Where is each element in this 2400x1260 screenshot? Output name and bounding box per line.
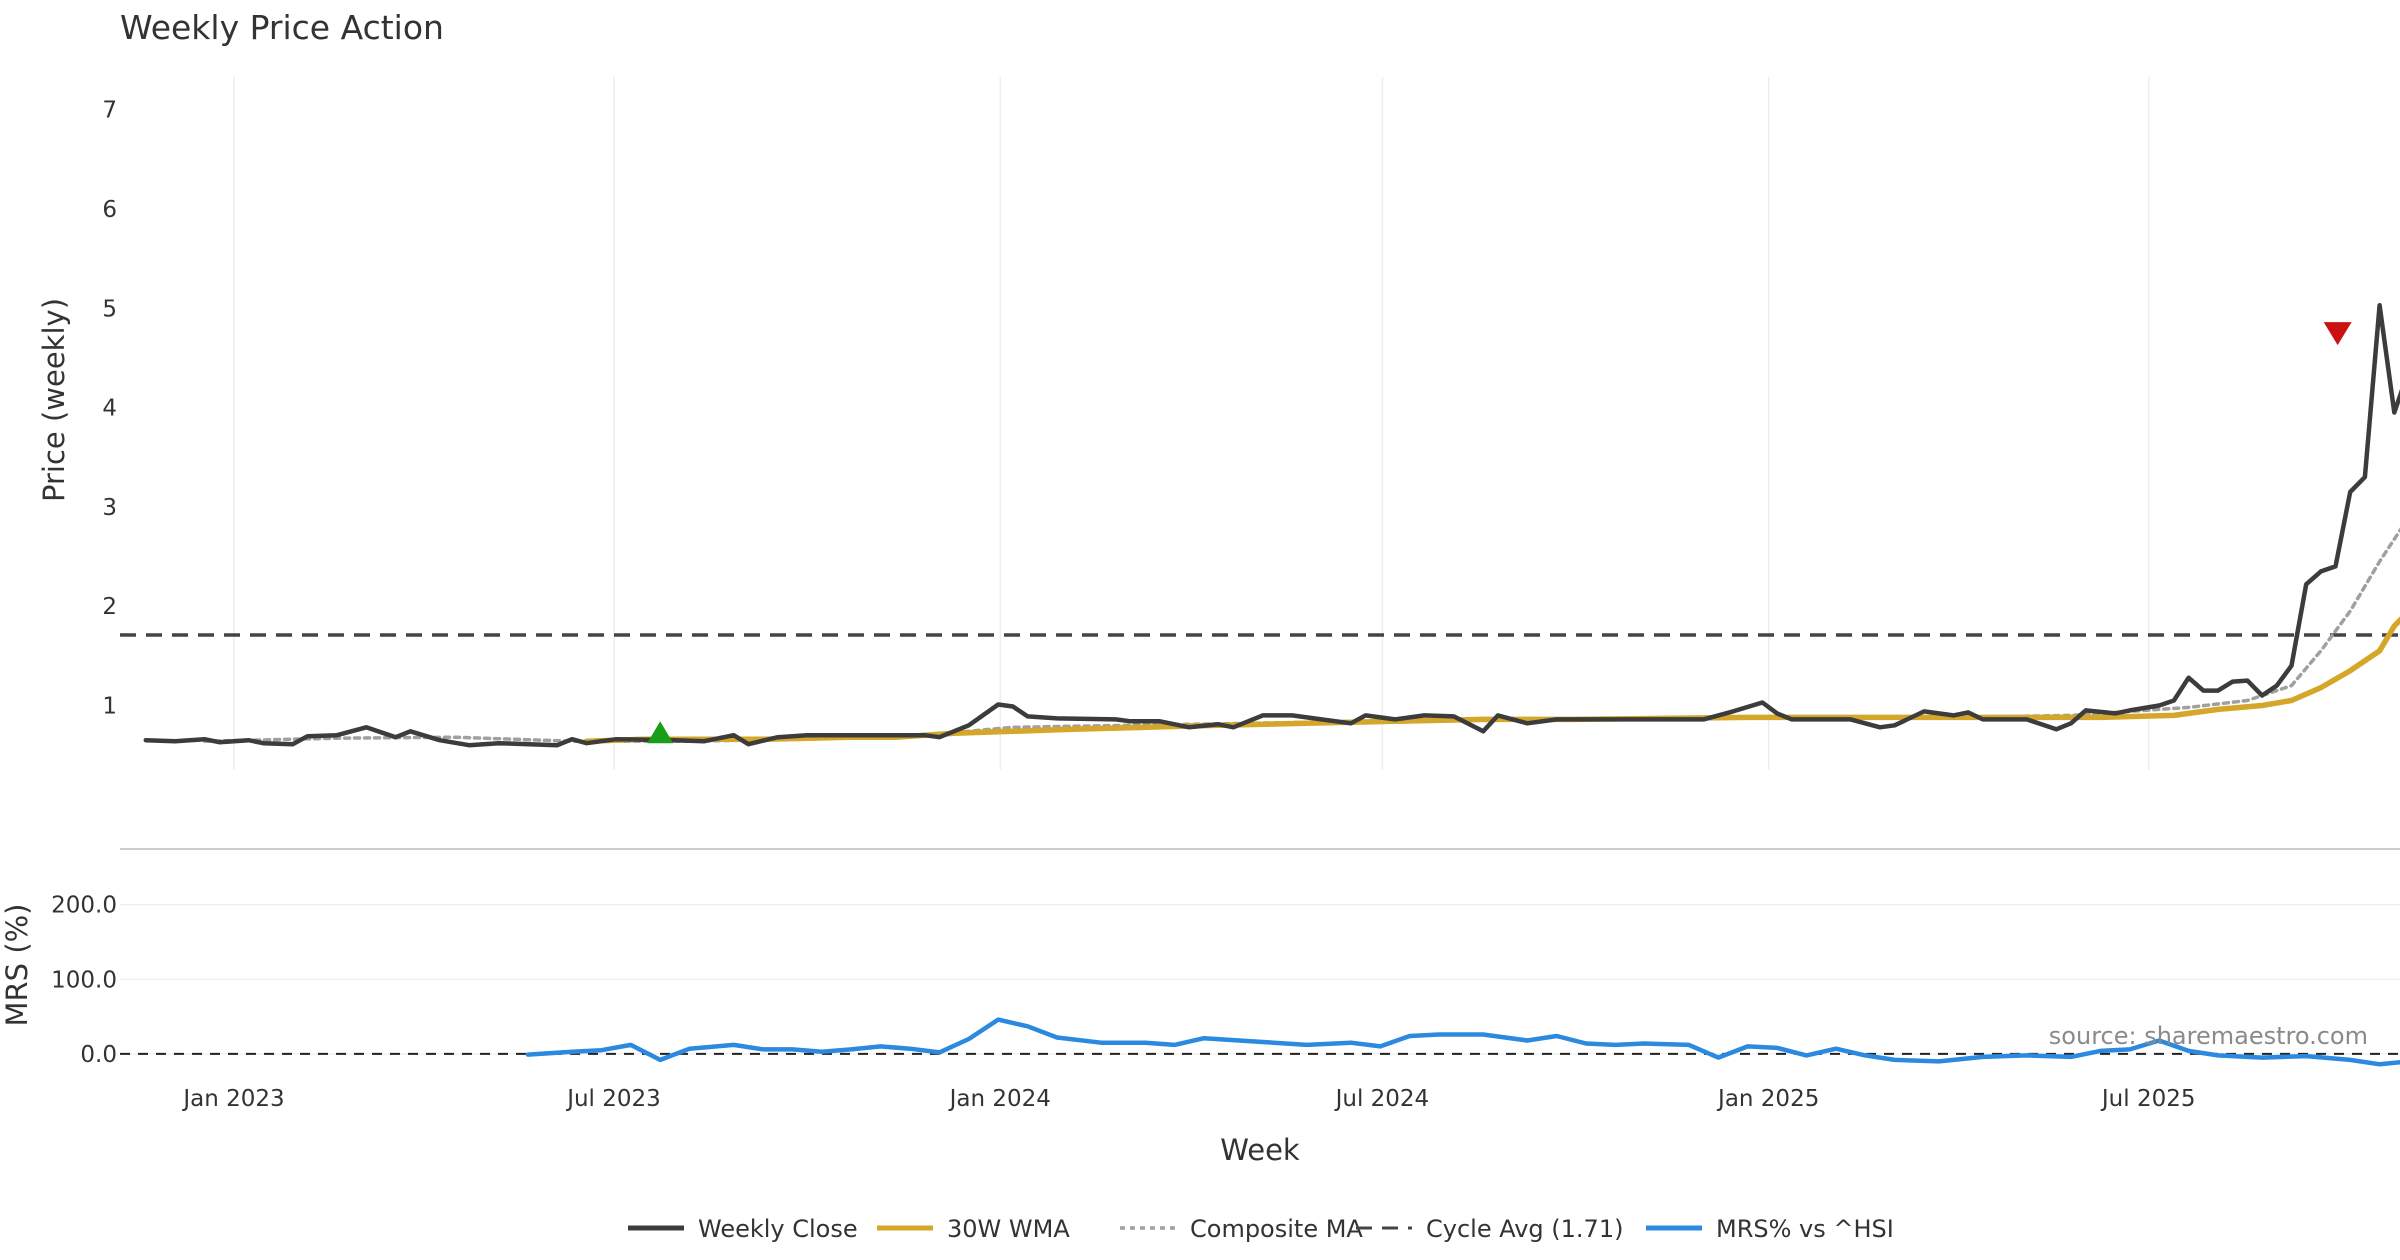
source-attribution: source: sharemaestro.com — [2049, 1022, 2368, 1050]
buy-signal-marker — [647, 721, 674, 744]
price-y-tick-label: 3 — [102, 495, 117, 521]
weekly-close-line — [143, 303, 2400, 748]
legend-item: Cycle Avg (1.71) — [1356, 1215, 1623, 1243]
price-y-tick-label: 4 — [102, 396, 117, 422]
legend-label: MRS% vs ^HSI — [1716, 1215, 1894, 1243]
mrs-y-tick-label: 200.0 — [51, 893, 117, 919]
price-y-tick-label: 2 — [102, 594, 117, 620]
x-tick-label: Jan 2024 — [948, 1086, 1051, 1112]
legend-label: 30W WMA — [947, 1215, 1070, 1243]
legend-item: MRS% vs ^HSI — [1646, 1215, 1894, 1243]
x-tick-label: Jul 2023 — [565, 1086, 661, 1112]
mrs-line — [525, 1017, 2400, 1067]
price-y-tick-label: 5 — [102, 296, 117, 322]
chart-title: Weekly Price Action — [120, 8, 444, 47]
price-y-tick-label: 1 — [102, 693, 117, 719]
chart-legend: Weekly Close 30W WMA Composite MA Cycle Avg… — [628, 1215, 1894, 1243]
legend-label: Weekly Close — [698, 1215, 858, 1243]
legend-label: Composite MA — [1190, 1215, 1363, 1243]
price-panel-gridlines — [233, 77, 2150, 770]
mrs-y-axis-label: MRS (%) — [0, 904, 34, 1027]
composite-ma-line — [202, 527, 2400, 743]
mrs-series — [525, 1017, 2400, 1067]
x-tick-label: Jul 2024 — [1334, 1086, 1430, 1112]
price-series — [143, 303, 2400, 748]
x-tick-label: Jan 2023 — [181, 1086, 284, 1112]
legend-label: Cycle Avg (1.71) — [1426, 1215, 1623, 1243]
price-y-tick-label: 7 — [102, 98, 117, 124]
sell-signal-marker — [2323, 322, 2352, 346]
x-axis-label: Week — [1220, 1133, 1300, 1167]
price-y-axis-label: Price (weekly) — [37, 298, 71, 502]
wma-30w-line — [583, 616, 2400, 744]
price-y-tick-labels: 1 2 3 4 5 6 7 — [102, 98, 117, 720]
x-tick-label: Jul 2025 — [2100, 1086, 2196, 1112]
mrs-y-tick-label: 100.0 — [51, 967, 117, 993]
mrs-y-tick-labels: 0.0 100.0 200.0 — [51, 893, 117, 1068]
price-y-tick-label: 6 — [102, 197, 117, 223]
legend-item: Composite MA — [1120, 1215, 1363, 1243]
x-tick-label: Jan 2025 — [1716, 1086, 1819, 1112]
legend-item: Weekly Close — [628, 1215, 858, 1243]
signal-markers — [647, 322, 2352, 744]
legend-item: 30W WMA — [877, 1215, 1070, 1243]
x-tick-labels: Jan 2023 Jul 2023 Jan 2024 Jul 2024 Jan 2025… — [181, 1086, 2195, 1112]
mrs-y-tick-label: 0.0 — [80, 1042, 117, 1068]
